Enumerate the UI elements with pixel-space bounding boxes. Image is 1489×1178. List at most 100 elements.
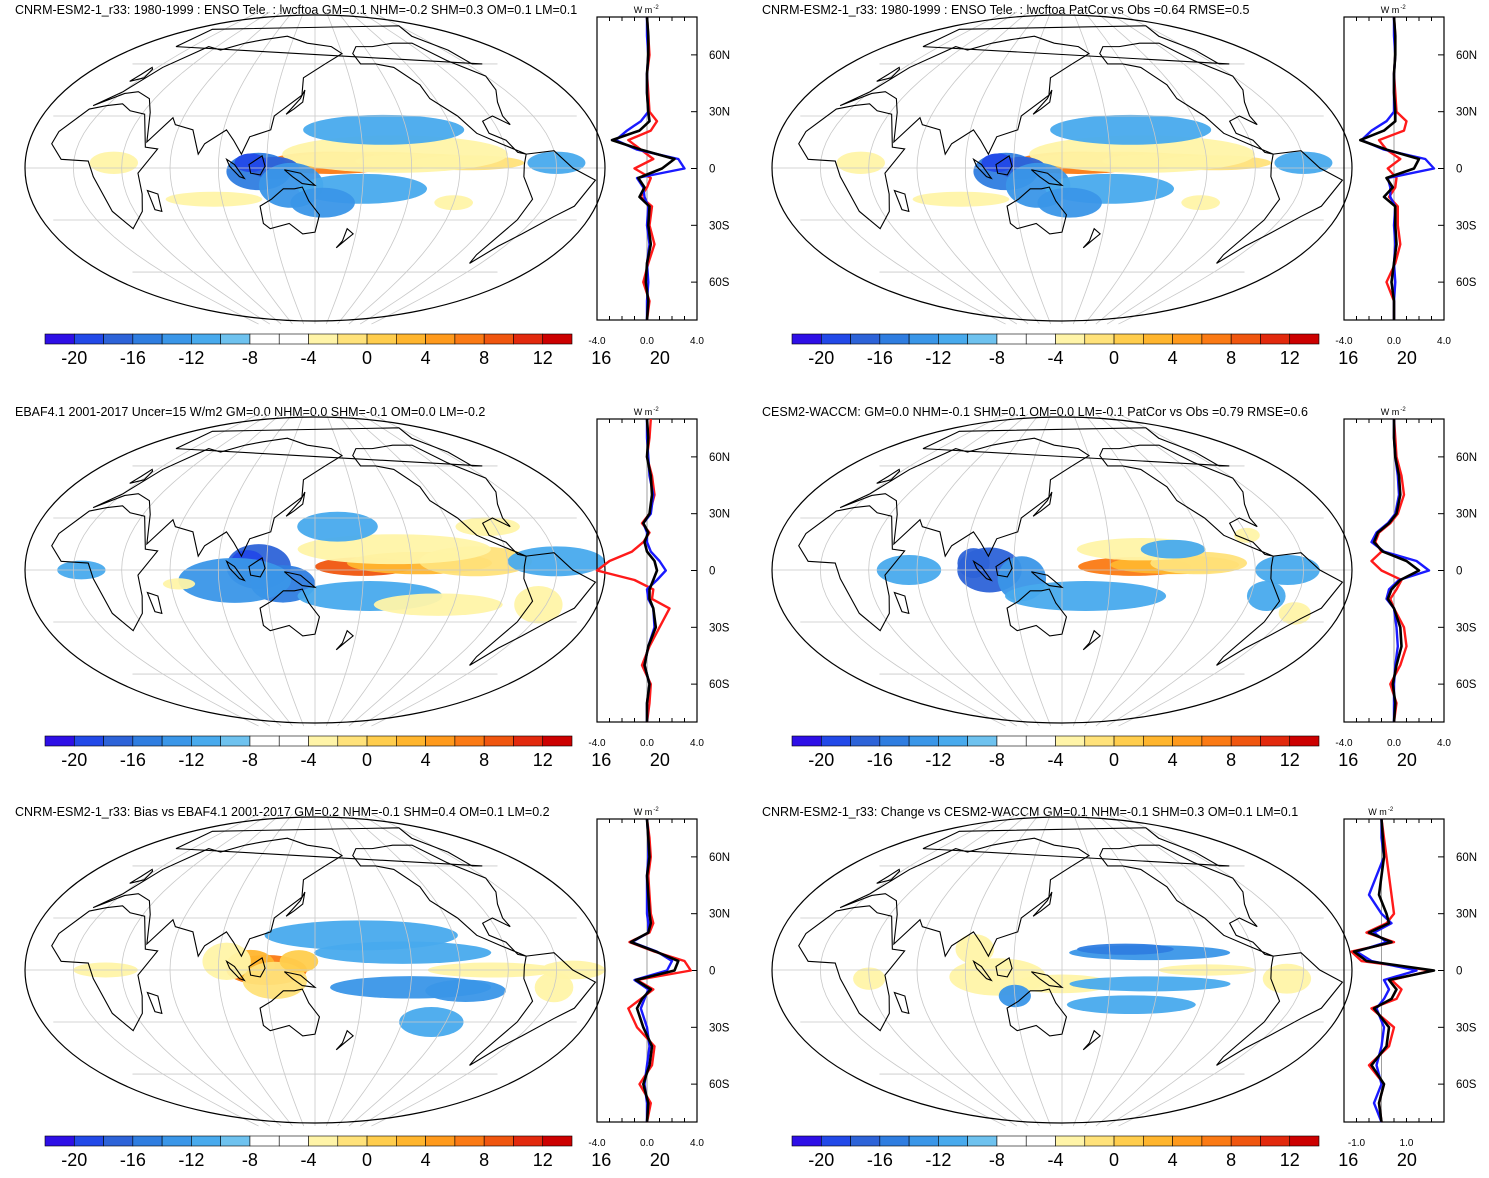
colorbar-swatch — [337, 1135, 368, 1147]
zonal-xtick-label: -4.0 — [588, 336, 606, 347]
zonal-line-black — [641, 418, 659, 722]
graticule-lon — [325, 813, 364, 1127]
graticule-lon — [819, 11, 1006, 325]
graticule-lon — [169, 413, 282, 727]
zonal-xtick-label: -4.0 — [1335, 336, 1353, 347]
colorbar-swatch — [44, 333, 75, 345]
colorbar-swatch — [1143, 333, 1173, 345]
colorbar-swatch — [73, 333, 104, 345]
zonal-lat-label: 60N — [709, 852, 730, 864]
colorbar-swatch — [996, 333, 1027, 345]
anomaly-layer — [57, 511, 605, 624]
graticule-lon — [916, 813, 1029, 1127]
zonal-unit: W m — [634, 407, 653, 417]
colorbar-swatch — [1084, 735, 1115, 747]
colorbar-label: -20 — [61, 1150, 87, 1170]
colorbar-swatch — [1055, 333, 1086, 345]
anomaly-blob — [514, 585, 563, 624]
zonal-xtick-label: -4.0 — [1335, 738, 1353, 749]
panel-3: EBAF4.1 2001-2017 Uncer=15 W/m2 GM=0.0 N… — [15, 405, 730, 770]
zonal-xtick-label: 1.0 — [1400, 1138, 1414, 1149]
zonal-unit: W m — [634, 807, 653, 817]
zonal-lat-label: 60N — [1456, 452, 1477, 464]
coastline — [248, 956, 266, 978]
graticule-lon — [359, 813, 509, 1127]
colorbar-swatch — [850, 333, 881, 345]
graticule — [772, 813, 1352, 1127]
graticule-lon — [964, 11, 1040, 325]
colorbar-swatch — [161, 735, 192, 747]
graticule-lon — [1118, 413, 1305, 727]
graticule-lon — [819, 813, 1006, 1127]
colorbar-label: -8 — [989, 750, 1005, 770]
coastline — [352, 444, 527, 557]
graticule-lon — [819, 413, 1006, 727]
colorbar-swatch — [1230, 333, 1261, 345]
colorbar-swatch — [366, 1135, 397, 1147]
graticule-lon — [72, 813, 259, 1127]
panel-title: CNRM-ESM2-1_r33: 1980-1999 : ENSO Tele. … — [762, 3, 1250, 17]
zonal-line-red — [627, 16, 659, 321]
graticule-lon — [1106, 11, 1256, 325]
colorbar-swatch — [967, 333, 998, 345]
colorbar-swatch — [191, 1135, 221, 1147]
colorbar-swatch — [161, 1135, 192, 1147]
colorbar-label: 20 — [650, 1150, 670, 1170]
colorbar-swatch — [1201, 735, 1232, 747]
colorbar-swatch — [191, 735, 221, 747]
colorbar-label: 20 — [1397, 348, 1417, 368]
graticule-lon — [121, 813, 271, 1127]
colorbar-label: -16 — [120, 348, 146, 368]
zonal-xtick-label: 0.0 — [640, 336, 654, 347]
colorbar-label: -4 — [300, 348, 316, 368]
coastline — [129, 66, 154, 82]
coastline — [1031, 971, 1064, 989]
graticule — [25, 813, 605, 1127]
colorbar-swatch — [1172, 735, 1203, 747]
coastline — [92, 837, 343, 958]
zonal-lat-label: 60S — [1456, 1079, 1477, 1091]
colorbar-swatch — [879, 735, 910, 747]
graticule-lon — [121, 413, 271, 727]
colorbar-swatch — [1143, 735, 1173, 747]
zonal-xtick-label: -4.0 — [588, 738, 606, 749]
graticule-lon — [916, 413, 1029, 727]
anomaly-layer — [876, 527, 1320, 625]
colorbar-label: -4 — [300, 750, 316, 770]
panel-4: CESM2-WACCM: GM=0.0 NHM=-0.1 SHM=0.1 OM=… — [762, 405, 1477, 770]
zonal-lat-label: 60N — [1456, 50, 1477, 62]
anomaly-blob — [297, 511, 378, 542]
coastline — [1216, 552, 1344, 666]
coastline — [225, 157, 246, 180]
colorbar-label: -20 — [808, 1150, 834, 1170]
graticule-lon — [1118, 11, 1305, 325]
anomaly-blob — [373, 593, 503, 616]
coastline — [995, 956, 1013, 978]
coastline — [175, 25, 483, 65]
coastline — [1099, 444, 1274, 557]
graticule-lon — [1095, 813, 1208, 1127]
colorbar-swatch — [454, 333, 485, 345]
colorbar-label: 16 — [591, 1150, 611, 1170]
map-border — [771, 14, 1353, 322]
colorbar-label: 16 — [591, 348, 611, 368]
colorbar-swatch — [879, 333, 910, 345]
coastline — [922, 827, 1230, 867]
coastline — [259, 988, 321, 1037]
colorbar-label: 12 — [1280, 750, 1300, 770]
colorbar-swatch — [1260, 735, 1291, 747]
coastline — [1082, 227, 1101, 249]
coastlines — [798, 427, 1344, 666]
coastline — [839, 837, 1090, 958]
anomaly-blob — [1005, 581, 1167, 611]
colorbar-swatch — [908, 1135, 939, 1147]
coastline — [92, 437, 343, 558]
coastline — [259, 186, 321, 235]
colorbar-swatch — [1025, 735, 1056, 747]
colorbar-swatch — [249, 735, 280, 747]
colorbar-swatch — [1289, 735, 1320, 747]
colorbar-label: -4 — [1047, 1150, 1063, 1170]
colorbar-swatch — [542, 1135, 573, 1147]
graticule-lon — [1072, 413, 1111, 727]
